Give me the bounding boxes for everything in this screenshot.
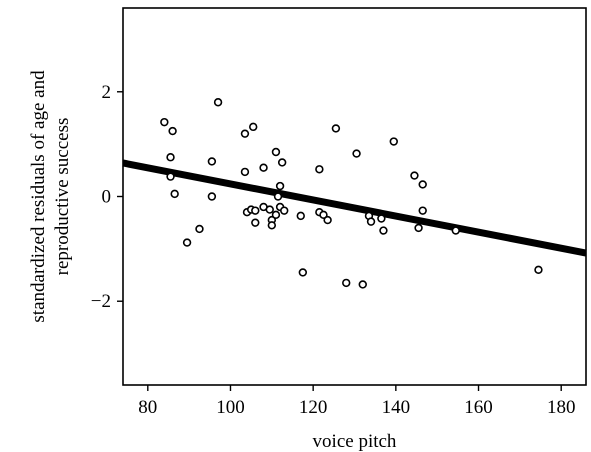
y-axis-title-line-2: reproductive success [52, 118, 73, 276]
data-point [271, 147, 281, 157]
data-point [195, 224, 204, 234]
data-point [280, 206, 289, 215]
data-point [534, 265, 543, 275]
plot-area: 80 100 120 140 160 180 2 0 −2 [91, 7, 587, 418]
data-point [170, 189, 179, 199]
x-tick-label: 100 [216, 397, 245, 418]
data-point [160, 117, 169, 127]
trend-line [122, 159, 587, 257]
data-point [273, 192, 283, 201]
data-point [358, 280, 367, 289]
y-tick-label: 0 [102, 187, 112, 208]
data-point [379, 226, 388, 235]
data-point [389, 137, 398, 146]
data-point [240, 167, 250, 177]
data-point [249, 122, 258, 132]
x-tick-label: 160 [464, 397, 493, 418]
data-point [207, 157, 217, 166]
data-point [166, 153, 175, 162]
data-point [319, 210, 328, 220]
data-point [207, 192, 217, 201]
data-point [352, 149, 361, 158]
data-point [342, 278, 351, 288]
data-point [182, 238, 192, 247]
data-point [377, 214, 386, 223]
x-tick-label: 120 [299, 397, 328, 418]
data-point [366, 217, 376, 226]
data-point [418, 206, 427, 215]
data-point [213, 98, 223, 107]
data-point [267, 221, 277, 230]
data-point [251, 218, 260, 227]
x-axis-title: voice pitch [313, 431, 397, 452]
y-axis-title-line-1: standardized residuals of age and [28, 70, 49, 323]
data-point [418, 180, 427, 189]
data-point [259, 163, 268, 172]
data-point [414, 223, 423, 233]
data-point [275, 181, 285, 191]
data-point [315, 165, 324, 174]
y-axis-title: standardized residuals of age and reprod… [28, 70, 73, 323]
data-point [166, 172, 175, 181]
data-point [331, 124, 341, 133]
x-tick-label: 140 [382, 397, 411, 418]
data-point [451, 226, 460, 235]
data-point [168, 126, 177, 136]
y-tick-label: 2 [102, 82, 112, 103]
data-point [296, 211, 305, 221]
data-point [271, 210, 281, 220]
data-point [277, 158, 287, 167]
x-tick-label: 180 [547, 397, 576, 418]
data-point [240, 129, 250, 138]
plot-frame [122, 7, 587, 386]
data-point [251, 206, 260, 215]
y-tick-label: −2 [91, 291, 111, 312]
data-point [298, 268, 308, 277]
data-point [410, 171, 419, 180]
data-point [323, 215, 332, 225]
data-point [265, 205, 274, 214]
x-tick-label: 80 [138, 397, 157, 418]
